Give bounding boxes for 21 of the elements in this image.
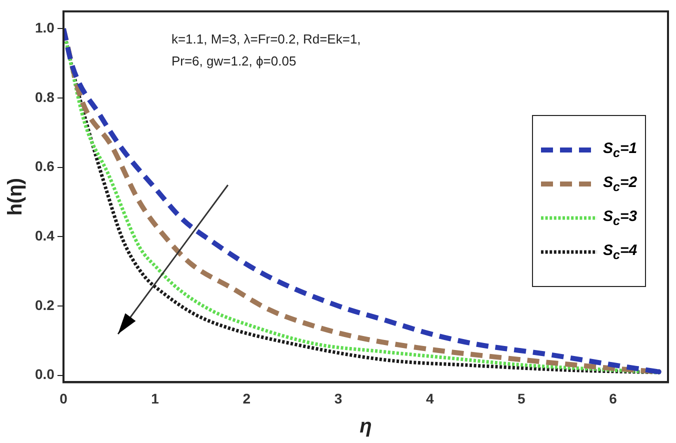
x-tick-label: 3 bbox=[334, 390, 342, 406]
legend-label: S$_{c}$=3 bbox=[603, 208, 638, 228]
y-tick-label: 0.6 bbox=[34, 158, 55, 174]
legend-label: S$_{c}$=2 bbox=[603, 174, 638, 194]
x-axis-title: η bbox=[360, 416, 372, 438]
y-axis-title: h(η) bbox=[4, 178, 27, 216]
legend-label: S$_{c}$=4 bbox=[603, 242, 638, 262]
x-tick-label: 4 bbox=[426, 390, 434, 406]
y-tick-label: 0.4 bbox=[34, 228, 55, 244]
legend-label: S$_{c}$=1 bbox=[603, 140, 638, 160]
x-tick-label: 6 bbox=[609, 390, 618, 406]
annotation: k=1.1, M=3, λ=Fr=0.2, Rd=Ek=1, bbox=[171, 31, 361, 46]
y-tick-label: 1.0 bbox=[34, 20, 55, 36]
annotation: Pr=6, gw=1.2, ϕ=0.05 bbox=[171, 53, 296, 68]
x-tick-label: 2 bbox=[242, 390, 251, 406]
x-tick-label: 5 bbox=[518, 390, 526, 406]
y-tick-label: 0.8 bbox=[34, 88, 55, 105]
y-tick-label: 0.2 bbox=[34, 296, 55, 313]
x-tick-label: 0 bbox=[60, 390, 68, 406]
x-tick-label: 1 bbox=[151, 390, 160, 406]
y-tick-label: 0.0 bbox=[34, 366, 55, 382]
